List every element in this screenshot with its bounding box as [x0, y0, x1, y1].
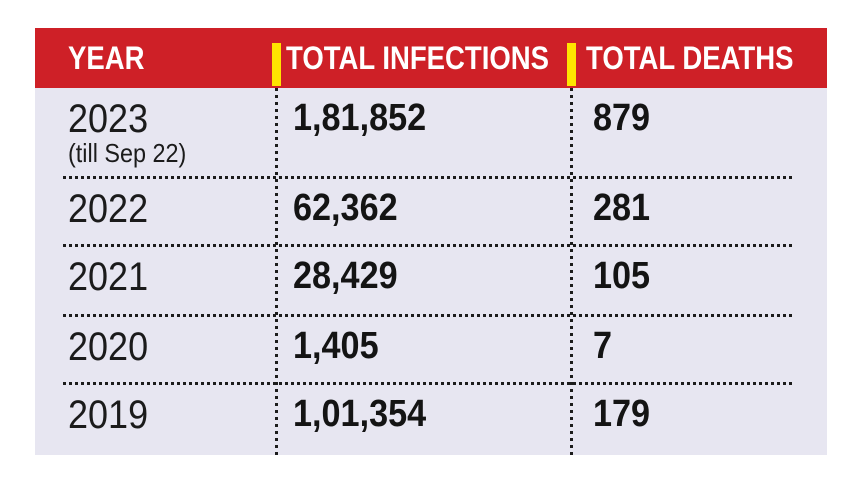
infections-cell: 1,81,852: [276, 88, 571, 178]
year-value: 2020: [68, 325, 149, 369]
infections-value: 1,405: [293, 325, 379, 367]
table-row: 2021 28,429 105: [35, 246, 827, 317]
dotted-row-divider: [63, 314, 794, 317]
dotted-column-divider-1: [275, 88, 278, 455]
infections-cell: 1,01,354: [276, 384, 571, 455]
infections-value: 62,362: [293, 187, 398, 229]
dotted-row-divider: [63, 244, 794, 247]
year-cell: 2019: [35, 384, 276, 455]
infections-cell: 28,429: [276, 246, 571, 316]
deaths-value: 7: [593, 325, 613, 367]
year-value: 2019: [68, 393, 149, 437]
table-row: 2019 1,01,354 179: [35, 384, 827, 455]
deaths-cell: 7: [571, 316, 827, 384]
year-cell: 2021: [35, 246, 276, 316]
yellow-divider-2: [567, 43, 576, 86]
header-cell-infections: TOTAL INFECTIONS: [269, 28, 564, 88]
year-value: 2023: [68, 97, 149, 141]
deaths-cell: 879: [571, 88, 827, 178]
table-row: 2022 62,362 281: [35, 178, 827, 247]
infections-cell: 62,362: [276, 178, 571, 246]
yellow-divider-1: [272, 43, 281, 86]
year-note: (till Sep 22): [68, 138, 187, 168]
deaths-value: 281: [593, 187, 651, 229]
table-body: 2023 (till Sep 22) 1,81,852 879 2022 62,…: [35, 88, 827, 455]
header-label-year: YEAR: [68, 39, 145, 76]
dotted-row-divider: [63, 176, 794, 179]
dengue-stats-table: YEAR TOTAL INFECTIONS TOTAL DEATHS 2023 …: [35, 28, 827, 455]
table-header-row: YEAR TOTAL INFECTIONS TOTAL DEATHS: [35, 28, 827, 88]
infections-value: 1,01,354: [293, 393, 427, 435]
deaths-value: 179: [593, 393, 651, 435]
table-row: 2023 (till Sep 22) 1,81,852 879: [35, 88, 827, 179]
table-row: 2020 1,405 7: [35, 316, 827, 385]
dotted-column-divider-2: [570, 88, 573, 455]
infections-cell: 1,405: [276, 316, 571, 384]
header-cell-year: YEAR: [35, 28, 269, 88]
year-cell: 2023 (till Sep 22): [35, 88, 276, 178]
deaths-cell: 105: [571, 246, 827, 316]
year-cell: 2022: [35, 178, 276, 246]
header-cell-deaths: TOTAL DEATHS: [564, 28, 827, 88]
deaths-cell: 179: [571, 384, 827, 455]
deaths-value: 105: [593, 255, 651, 297]
deaths-cell: 281: [571, 178, 827, 246]
year-value: 2022: [68, 187, 149, 231]
header-label-infections: TOTAL INFECTIONS: [285, 39, 549, 76]
dotted-row-divider: [63, 382, 794, 385]
infections-value: 28,429: [293, 255, 398, 297]
year-value: 2021: [68, 255, 149, 299]
year-cell: 2020: [35, 316, 276, 384]
header-label-deaths: TOTAL DEATHS: [585, 39, 794, 76]
infections-value: 1,81,852: [293, 97, 427, 139]
deaths-value: 879: [593, 97, 651, 139]
